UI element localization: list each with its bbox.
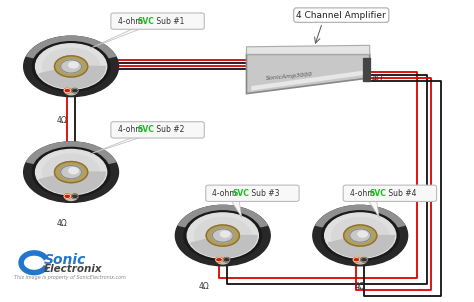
- Text: SVC: SVC: [370, 189, 387, 198]
- Text: Electronix: Electronix: [44, 264, 102, 274]
- Wedge shape: [27, 142, 116, 164]
- Circle shape: [321, 211, 399, 260]
- Wedge shape: [27, 36, 116, 58]
- Text: SonicAmp3000: SonicAmp3000: [266, 71, 313, 81]
- Circle shape: [32, 42, 110, 91]
- Circle shape: [64, 86, 78, 95]
- Circle shape: [184, 211, 262, 260]
- Wedge shape: [39, 172, 105, 194]
- Circle shape: [55, 162, 88, 183]
- Text: 4 Channel Amplifier: 4 Channel Amplifier: [296, 11, 386, 20]
- FancyBboxPatch shape: [111, 122, 204, 138]
- Circle shape: [223, 258, 230, 262]
- Text: SVC: SVC: [137, 125, 155, 134]
- Text: 4-ohm: 4-ohm: [118, 17, 145, 26]
- Circle shape: [220, 231, 230, 237]
- Circle shape: [61, 165, 82, 179]
- Bar: [363, 79, 370, 81]
- Bar: [363, 76, 370, 78]
- Circle shape: [24, 36, 119, 97]
- Polygon shape: [90, 136, 144, 154]
- Circle shape: [354, 255, 367, 264]
- Text: Sub #3: Sub #3: [249, 189, 279, 198]
- Polygon shape: [368, 200, 379, 217]
- Circle shape: [55, 56, 88, 77]
- Text: 4Ω: 4Ω: [355, 282, 365, 291]
- Circle shape: [325, 213, 396, 258]
- Wedge shape: [316, 205, 405, 227]
- Circle shape: [32, 147, 110, 197]
- Circle shape: [216, 258, 222, 262]
- Bar: [363, 58, 370, 60]
- Circle shape: [332, 217, 389, 254]
- Wedge shape: [191, 236, 257, 257]
- Text: 4-ohm: 4-ohm: [212, 189, 239, 198]
- Text: 4Ω: 4Ω: [199, 282, 209, 291]
- Wedge shape: [178, 205, 267, 227]
- Circle shape: [350, 229, 371, 242]
- Polygon shape: [251, 70, 365, 91]
- FancyBboxPatch shape: [206, 185, 299, 201]
- Circle shape: [69, 168, 78, 174]
- Circle shape: [72, 194, 78, 198]
- Circle shape: [313, 205, 408, 266]
- Text: Sub #1: Sub #1: [154, 17, 184, 26]
- Polygon shape: [246, 45, 370, 54]
- Circle shape: [216, 255, 229, 264]
- Bar: [363, 61, 370, 63]
- Circle shape: [212, 229, 233, 242]
- Circle shape: [61, 60, 82, 73]
- Text: SVC: SVC: [137, 17, 155, 26]
- Polygon shape: [90, 27, 144, 48]
- Bar: [363, 67, 370, 69]
- Circle shape: [206, 225, 239, 246]
- Circle shape: [36, 149, 107, 195]
- FancyBboxPatch shape: [343, 185, 437, 201]
- Text: SVC: SVC: [232, 189, 249, 198]
- Text: This image is property of SonicElectronix.com: This image is property of SonicElectroni…: [14, 275, 126, 280]
- Text: Sonic: Sonic: [44, 253, 86, 267]
- Circle shape: [361, 258, 367, 262]
- Circle shape: [43, 154, 100, 190]
- Polygon shape: [246, 54, 370, 94]
- Circle shape: [72, 88, 78, 93]
- FancyBboxPatch shape: [111, 13, 204, 29]
- Circle shape: [353, 258, 360, 262]
- Text: 4-ohm: 4-ohm: [350, 189, 377, 198]
- Circle shape: [344, 225, 377, 246]
- Polygon shape: [230, 200, 242, 217]
- Circle shape: [43, 48, 100, 85]
- Wedge shape: [328, 236, 394, 257]
- Text: 4Ω: 4Ω: [372, 74, 384, 83]
- Bar: [363, 70, 370, 72]
- Circle shape: [358, 231, 367, 237]
- Circle shape: [64, 192, 78, 201]
- Circle shape: [64, 88, 71, 93]
- Text: Sub #2: Sub #2: [154, 125, 184, 134]
- Bar: [363, 64, 370, 66]
- Text: 4Ω: 4Ω: [56, 219, 67, 228]
- Circle shape: [175, 205, 270, 266]
- Circle shape: [187, 213, 258, 258]
- Circle shape: [194, 217, 251, 254]
- Text: Sub #4: Sub #4: [386, 189, 417, 198]
- Text: 4-ohm: 4-ohm: [118, 125, 145, 134]
- Circle shape: [24, 142, 119, 202]
- Bar: [363, 73, 370, 75]
- Text: 4Ω: 4Ω: [56, 116, 67, 125]
- Circle shape: [64, 194, 71, 198]
- Circle shape: [36, 44, 107, 89]
- Wedge shape: [39, 66, 105, 88]
- Circle shape: [69, 62, 78, 68]
